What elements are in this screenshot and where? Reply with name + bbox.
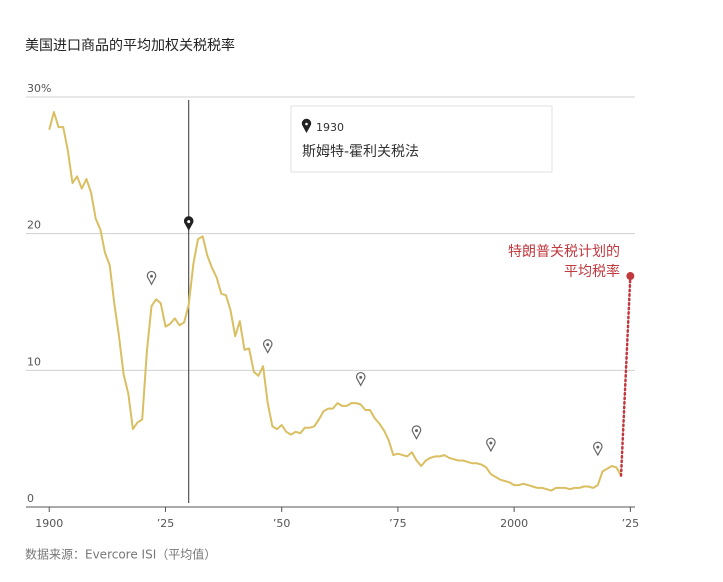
x-tick-label: ’50 (273, 517, 291, 530)
event-pin[interactable] (146, 270, 157, 286)
x-tick-label: ’25 (622, 517, 640, 530)
x-tick-label: ’25 (157, 517, 175, 530)
y-tick-label: 10 (27, 355, 41, 368)
event-pin-dot (596, 445, 600, 449)
proposal-connector (619, 274, 632, 477)
proposal-dot (626, 272, 635, 281)
tooltip-box (290, 105, 553, 173)
tooltip-label: 斯姆特-霍利关税法 (302, 144, 419, 160)
event-pin[interactable] (355, 371, 366, 387)
series-line (48, 111, 622, 492)
source: 数据来源：Evercore ISI（平均值） (25, 547, 216, 562)
event-pin-dot (266, 343, 270, 347)
event-pin[interactable] (262, 339, 273, 354)
event-pin-dot (415, 429, 419, 433)
tooltip-pin-dot (305, 122, 308, 126)
chart-title: 美国进口商品的平均加权关税税率 (25, 37, 235, 54)
proposal-label: 平均税率 (564, 263, 620, 280)
y-tick-label: 20 (27, 219, 41, 232)
x-tick-label: 2000 (500, 517, 528, 530)
proposal-label: 特朗普关税计划的 (508, 244, 620, 260)
event-pin[interactable] (183, 216, 194, 231)
event-pin[interactable] (486, 437, 496, 453)
x-tick-label: ’75 (389, 517, 407, 530)
event-pin-dot (359, 375, 363, 379)
event-pin-dot (489, 441, 493, 445)
event-pin-dot (150, 274, 154, 278)
event-pin[interactable] (411, 425, 422, 440)
tooltip-pin (301, 118, 312, 134)
x-tick-label: 1900 (35, 517, 63, 530)
tooltip-year: 1930 (316, 121, 344, 134)
y-tick-label: 0 (27, 492, 34, 505)
y-tick-label: 30% (27, 82, 51, 95)
event-pin-dot (187, 220, 191, 224)
event-pin[interactable] (593, 441, 603, 457)
